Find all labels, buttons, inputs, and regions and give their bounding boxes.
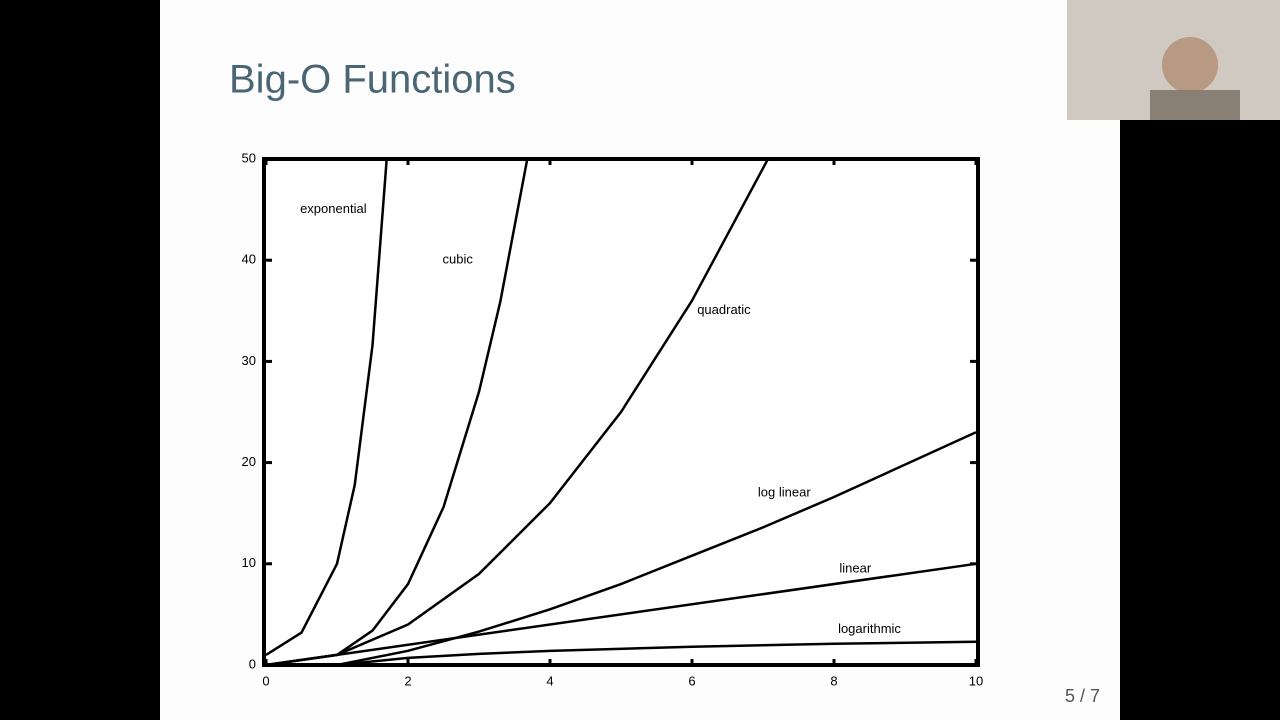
y-tick-label: 50 (242, 150, 256, 165)
series-line (336, 431, 977, 667)
series-label: exponential (300, 201, 367, 216)
y-tick-label: 20 (242, 454, 256, 469)
x-tick-label: 2 (404, 673, 411, 688)
y-tick-label: 40 (242, 252, 256, 267)
page-number: 5 / 7 (1065, 686, 1100, 706)
series-line (336, 640, 977, 667)
series-label: logarithmic (838, 621, 901, 636)
chart-title: Big-O Functions (229, 58, 516, 102)
series-label: quadratic (697, 302, 751, 317)
series-line (265, 158, 388, 656)
series-line (265, 158, 770, 667)
x-tick-label: 8 (830, 673, 837, 688)
series-line (265, 562, 977, 667)
webcam-shoulders (1150, 90, 1240, 120)
series-label: linear (839, 560, 871, 575)
y-tick-label: 30 (242, 353, 256, 368)
x-tick-label: 0 (262, 673, 269, 688)
x-tick-label: 10 (969, 673, 983, 688)
x-tick-label: 6 (688, 673, 695, 688)
y-tick-label: 10 (242, 555, 256, 570)
y-tick-label: 0 (249, 656, 256, 671)
series-label: log linear (758, 484, 811, 499)
webcam-person (1162, 37, 1218, 93)
series-label: cubic (443, 252, 474, 267)
x-tick-label: 4 (546, 673, 553, 688)
series-line (265, 158, 529, 667)
